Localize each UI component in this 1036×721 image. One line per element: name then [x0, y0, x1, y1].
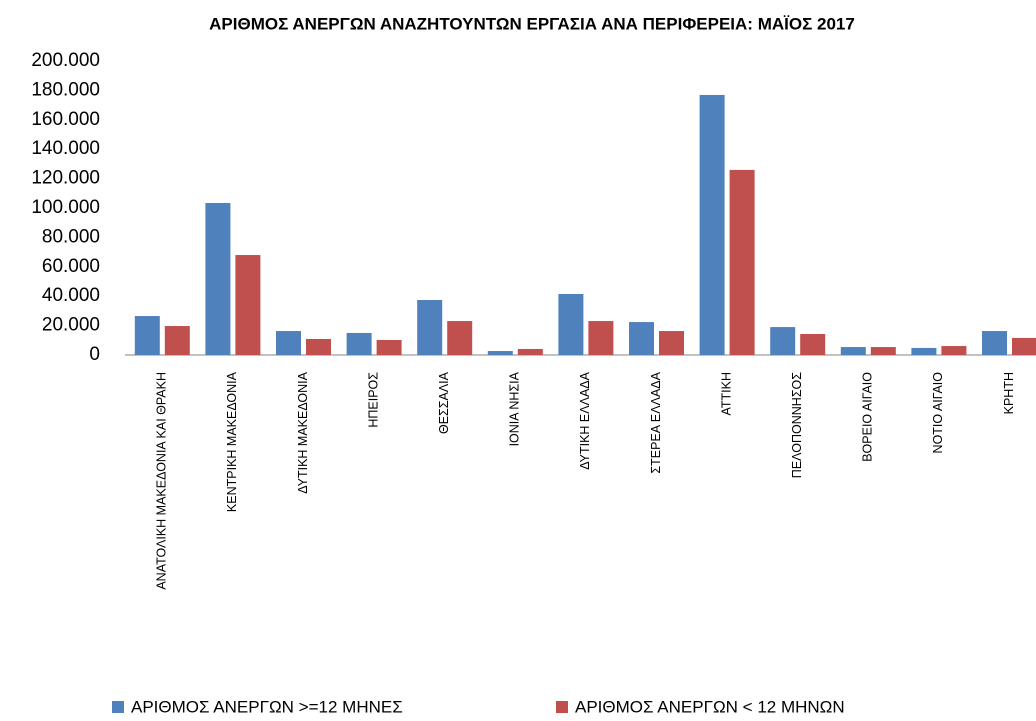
- y-tick-label: 20.000: [42, 315, 100, 336]
- bar: [558, 293, 584, 355]
- bar: [870, 347, 896, 355]
- bar: [1012, 337, 1036, 355]
- y-tick-label: 140.000: [31, 138, 100, 159]
- bar: [306, 338, 331, 355]
- bar: [447, 321, 473, 355]
- x-tick-label: ΠΕΛΟΠΟΝΝΗΣΟΣ: [790, 372, 804, 478]
- bar: [517, 348, 543, 355]
- legend-label: ΑΡΙΘΜΟΣ ΑΝΕΡΓΩΝ < 12 ΜΗΝΩΝ: [575, 697, 845, 716]
- bar: [941, 346, 967, 355]
- legend-swatch: [556, 701, 568, 713]
- bar: [205, 203, 231, 355]
- bar: [982, 331, 1007, 355]
- bar: [276, 331, 301, 355]
- bar: [134, 316, 160, 355]
- bar: [800, 333, 826, 355]
- legend-swatch: [112, 701, 124, 713]
- bar: [840, 347, 866, 355]
- x-tick-label: ΔΥΤΙΚΗ ΜΑΚΕΔΟΝΙΑ: [296, 371, 310, 493]
- bar: [376, 340, 402, 355]
- y-tick-label: 160.000: [31, 109, 100, 130]
- x-tick-label: ΗΠΕΙΡΟΣ: [366, 372, 380, 428]
- bar: [164, 326, 190, 355]
- x-tick-label: ΔΥΤΙΚΗ ΕΛΛΑΔΑ: [578, 371, 592, 469]
- x-tick-label: ΙΟΝΙΑ ΝΗΣΙΑ: [508, 371, 522, 446]
- y-tick-label: 120.000: [31, 168, 100, 189]
- y-tick-label: 80.000: [42, 226, 100, 247]
- bar: [699, 94, 725, 355]
- bar: [659, 331, 684, 355]
- y-tick-label: 40.000: [42, 285, 100, 306]
- x-tick-label: ΚΡΗΤΗ: [1002, 372, 1016, 414]
- bar: [346, 332, 372, 355]
- bar: [729, 169, 755, 355]
- x-tick-label: ΒΟΡΕΙΟ ΑΙΓΑΙΟ: [861, 372, 875, 462]
- legend-label: ΑΡΙΘΜΟΣ ΑΝΕΡΓΩΝ >=12 ΜΗΝΕΣ: [131, 697, 403, 716]
- bar: [911, 347, 937, 355]
- bar: [487, 351, 513, 355]
- y-tick-label: 60.000: [42, 256, 100, 277]
- x-tick-label: ΝΟΤΙΟ ΑΙΓΑΙΟ: [931, 372, 945, 454]
- x-tick-label: ΑΝΑΤΟΛΙΚΗ ΜΑΚΕΔΟΝΙΑ ΚΑΙ ΘΡΑΚΗ: [155, 372, 169, 590]
- chart-title: ΑΡΙΘΜΟΣ ΑΝΕΡΓΩΝ ΑΝΑΖΗΤΟΥΝΤΩΝ ΕΡΓΑΣΙΑ ΑΝΑ…: [209, 14, 855, 33]
- y-tick-label: 100.000: [31, 197, 100, 218]
- x-tick-label: ΑΤΤΙΚΗ: [719, 372, 733, 416]
- y-tick-label: 200.000: [31, 50, 100, 71]
- bar: [235, 255, 261, 355]
- bar: [417, 300, 443, 355]
- x-tick-label: ΣΤΕΡΕΑ ΕΛΛΑΔΑ: [649, 371, 663, 473]
- y-tick-label: 0: [89, 344, 100, 365]
- x-tick-label: ΚΕΝΤΡΙΚΗ ΜΑΚΕΔΟΝΙΑ: [225, 371, 239, 512]
- x-tick-label: ΘΕΣΣΑΛΙΑ: [437, 371, 451, 434]
- y-tick-label: 180.000: [31, 79, 100, 100]
- bar: [629, 322, 654, 355]
- bar: [588, 321, 614, 355]
- bar: [770, 327, 796, 355]
